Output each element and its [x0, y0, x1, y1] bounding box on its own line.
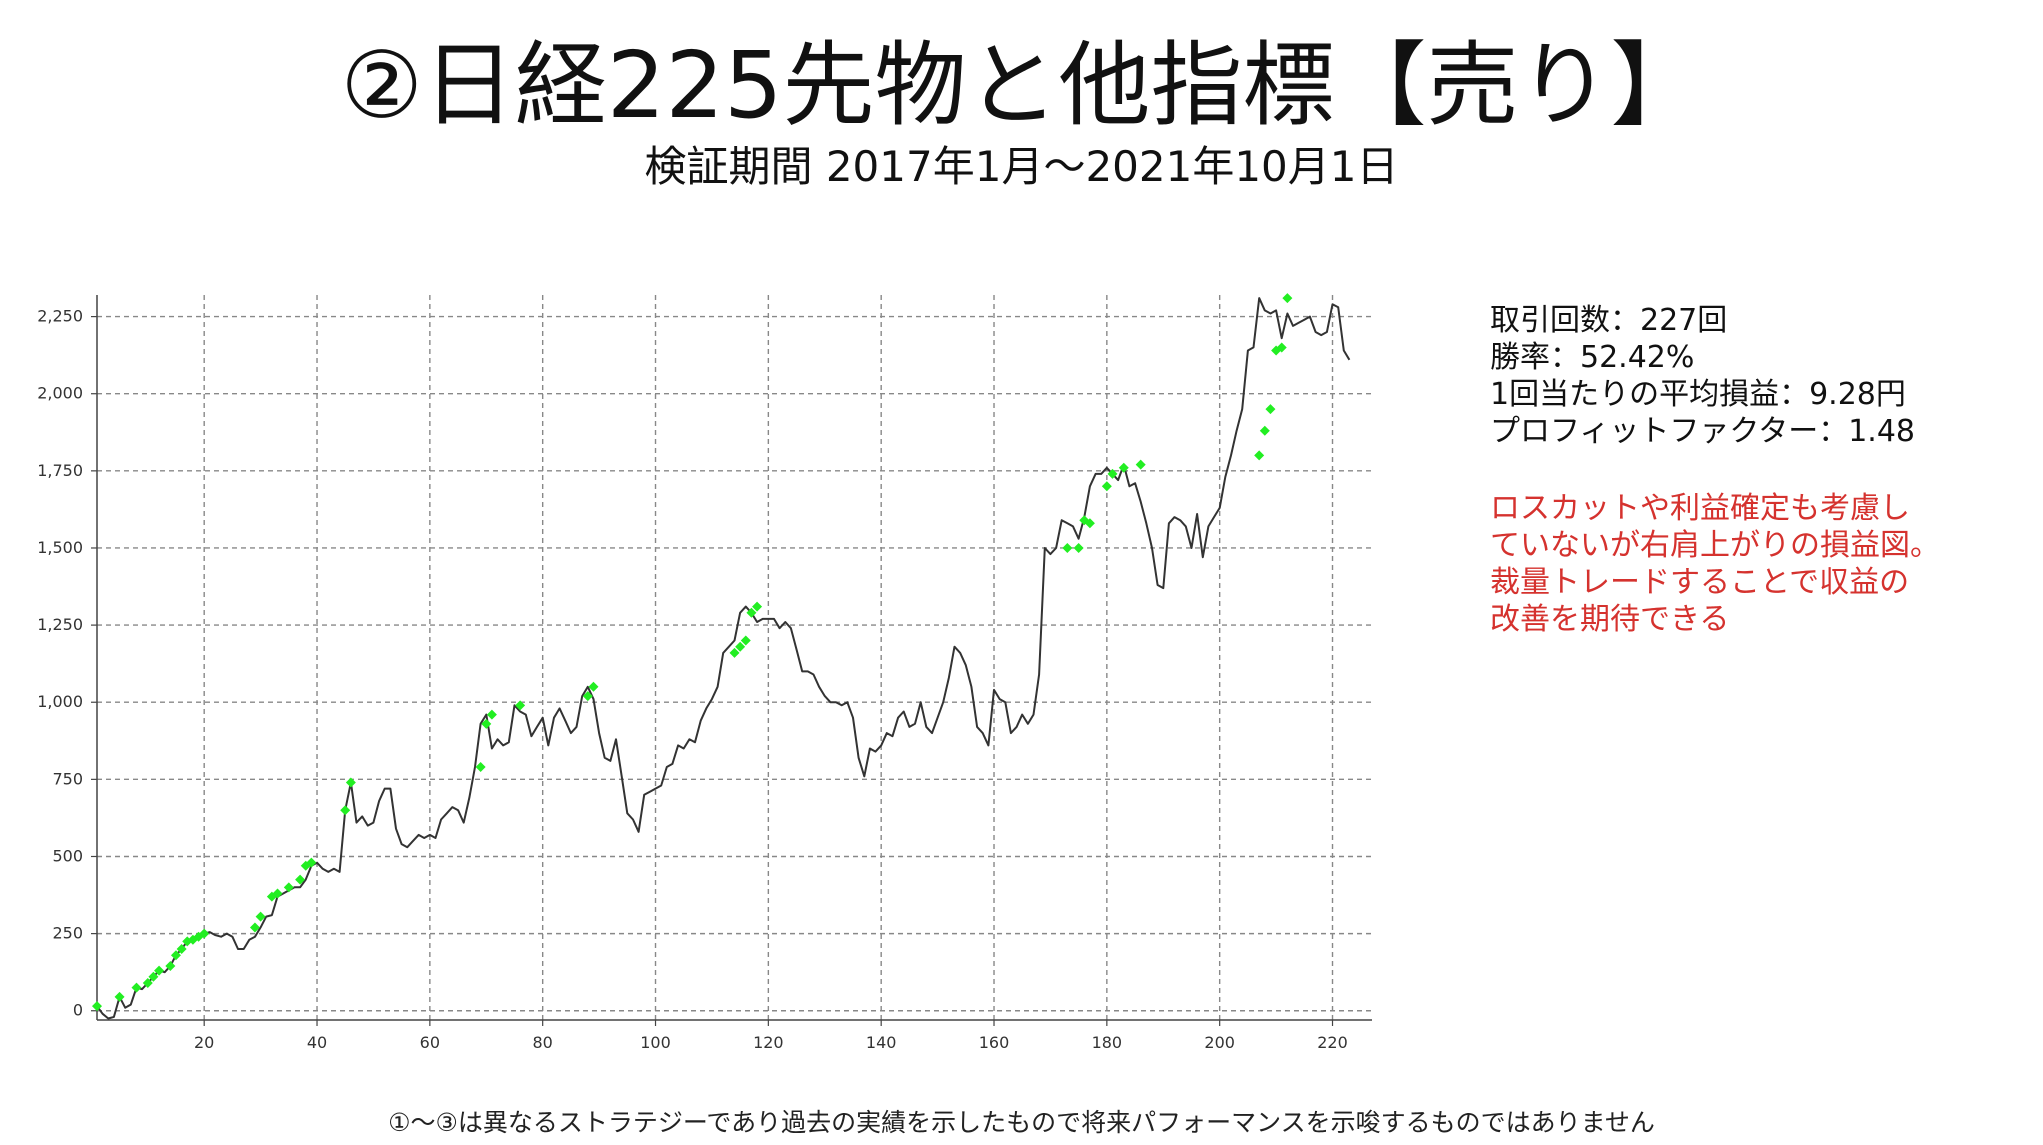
- new-high-marker: [114, 991, 125, 1002]
- y-tick-label: 1,250: [37, 615, 83, 634]
- new-high-marker: [255, 911, 266, 922]
- tick-label-layer: 20 40 60 80 100 120 140 160 180 200 220 0 250 500 750 1…: [37, 307, 1348, 1052]
- x-tick-label: 200: [1204, 1033, 1235, 1052]
- new-high-marker: [1265, 404, 1276, 415]
- x-tick-label: 180: [1092, 1033, 1123, 1052]
- new-high-marker: [582, 691, 593, 702]
- slide-subtitle: 検証期間 2017年1月～2021年10月1日: [644, 142, 1399, 191]
- y-tick-label: 250: [52, 924, 83, 943]
- new-high-marker: [199, 928, 210, 939]
- series-line-layer: [96, 297, 1351, 1020]
- stat-profit-factor: プロフィットファクター：1.48: [1490, 414, 1915, 449]
- slide-title: ②日経225先物と他指標【売り】: [340, 32, 1703, 139]
- note-line: ていないが右肩上がりの損益図。: [1490, 528, 1940, 563]
- stats-panel: 取引回数：227回 勝率：52.42% 1回当たりの平均損益：9.28円 プロフ…: [1490, 302, 1915, 450]
- new-high-marker: [1084, 518, 1095, 529]
- grid-layer: [97, 295, 1372, 1020]
- new-high-marker: [1135, 459, 1146, 470]
- new-high-marker: [481, 718, 492, 729]
- note-line: ロスカットや利益確定も考慮し: [1490, 491, 1910, 526]
- new-high-marker: [340, 805, 351, 816]
- axis-layer: [91, 295, 1372, 1026]
- new-high-marker: [729, 647, 740, 658]
- x-tick-label: 220: [1317, 1033, 1348, 1052]
- x-tick-label: 140: [866, 1033, 897, 1052]
- new-high-marker: [1254, 450, 1265, 461]
- y-tick-label: 0: [73, 1001, 83, 1020]
- new-high-marker: [475, 762, 486, 773]
- y-tick-label: 1,000: [37, 692, 83, 711]
- note-line: 裁量トレードすることで収益の: [1490, 565, 1910, 600]
- y-tick-label: 1,500: [37, 538, 83, 557]
- new-high-marker: [272, 888, 283, 899]
- new-high-marker: [588, 681, 599, 692]
- new-high-marker: [1259, 425, 1270, 436]
- marker-layer: [92, 293, 1293, 1012]
- x-tick-label: 160: [979, 1033, 1010, 1052]
- commentary-note: ロスカットや利益確定も考慮し ていないが右肩上がりの損益図。 裁量トレードするこ…: [1490, 490, 1940, 638]
- new-high-marker: [170, 950, 181, 961]
- note-line: 改善を期待できる: [1490, 602, 1730, 637]
- new-high-marker: [148, 971, 159, 982]
- stat-trade-count: 取引回数：227回: [1490, 303, 1728, 338]
- x-tick-label: 60: [420, 1033, 440, 1052]
- new-high-marker: [176, 944, 187, 955]
- new-high-marker: [486, 709, 497, 720]
- new-high-marker: [131, 982, 142, 993]
- y-tick-label: 500: [52, 846, 83, 865]
- new-high-marker: [515, 700, 526, 711]
- new-high-marker: [1276, 342, 1287, 353]
- new-high-marker: [306, 857, 317, 868]
- new-high-marker: [1282, 293, 1293, 304]
- new-high-marker: [295, 874, 306, 885]
- new-high-marker: [1101, 481, 1112, 492]
- new-high-marker: [249, 922, 260, 933]
- stat-win-rate: 勝率：52.42%: [1490, 340, 1695, 375]
- y-tick-label: 1,750: [37, 461, 83, 480]
- new-high-marker: [142, 977, 153, 988]
- new-high-marker: [740, 635, 751, 646]
- x-tick-label: 120: [753, 1033, 784, 1052]
- x-tick-label: 20: [194, 1033, 214, 1052]
- y-tick-label: 750: [52, 769, 83, 788]
- equity-series-line: [96, 297, 1351, 1020]
- new-high-marker: [154, 965, 165, 976]
- y-tick-label: 2,000: [37, 384, 83, 403]
- new-high-marker: [1118, 462, 1129, 473]
- stat-avg-pnl: 1回当たりの平均損益：9.28円: [1490, 377, 1906, 412]
- new-high-marker: [283, 882, 294, 893]
- new-high-marker: [735, 641, 746, 652]
- new-high-marker: [1073, 542, 1084, 553]
- new-high-marker: [752, 601, 763, 612]
- new-high-marker: [165, 961, 176, 972]
- new-high-marker: [1107, 468, 1118, 479]
- x-tick-label: 40: [307, 1033, 327, 1052]
- new-high-marker: [92, 1001, 102, 1012]
- new-high-marker: [746, 607, 757, 618]
- y-tick-label: 2,250: [37, 307, 83, 326]
- x-tick-label: 80: [533, 1033, 553, 1052]
- disclaimer: ①～③は異なるストラテジーであり過去の実績を示したもので将来パフォーマンスを示唆…: [388, 1108, 1655, 1137]
- x-tick-label: 100: [640, 1033, 671, 1052]
- new-high-marker: [1062, 542, 1073, 553]
- new-high-marker: [345, 777, 356, 788]
